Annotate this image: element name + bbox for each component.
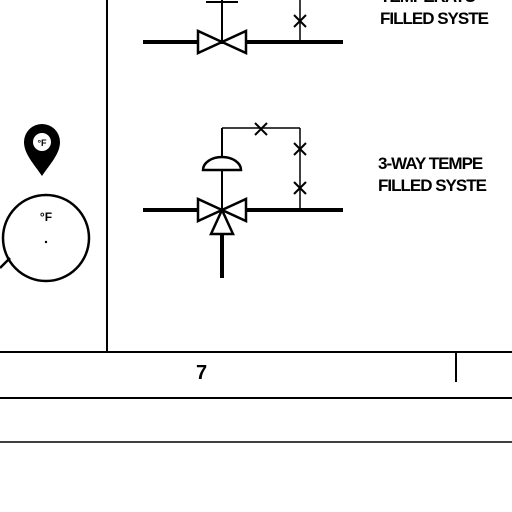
column-number: 7: [196, 362, 208, 384]
dial-glyph: °F: [40, 210, 52, 224]
three-way-valve-symbol: [143, 122, 343, 278]
mid-label-line1: 3-WAY TEMPE: [378, 154, 483, 173]
capillary-x-mark: [293, 14, 307, 28]
capillary-x-mark: [293, 181, 307, 195]
actuator-dome: [201, 155, 243, 172]
temperature-dial-icon: °F: [0, 193, 91, 283]
top-label-line2: FILLED SYSTE: [380, 9, 489, 28]
capillary-x-mark: [293, 142, 307, 156]
capillary-x-mark: [254, 122, 268, 136]
pin-glyph: °F: [37, 138, 47, 148]
top-label-clip: TEMPERATU FILLED SYSTE: [0, 0, 512, 40]
temperature-pin-icon: °F: [24, 124, 60, 176]
two-way-valve-symbol: [143, 0, 343, 55]
mid-label-line2: FILLED SYSTE: [378, 176, 487, 195]
top-label-line1: TEMPERATU: [380, 0, 477, 7]
top-valve-body: [196, 29, 226, 55]
